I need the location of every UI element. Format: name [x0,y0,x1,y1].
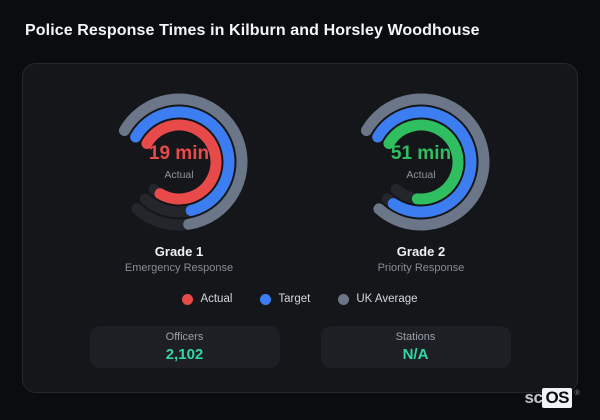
legend-item-uk-average[interactable]: UK Average [338,293,418,305]
chart-legend: Actual Target UK Average [23,293,577,305]
actual-ring-fill [136,119,222,205]
stat-box-stations: Stations N/A [320,326,511,368]
uk-average-ring-fill [110,93,248,231]
uk-average-dot-icon [338,293,350,305]
uk-average-ring-fill [352,93,490,231]
grade-title: Grade 1 [154,244,204,259]
gauge-rings-grade-1: 19 min Actual [104,87,254,237]
stat-box-officers: Officers 2,102 [89,326,280,368]
dashboard-card: 19 min Actual Grade 1 Emergency Response [22,63,578,393]
stat-value: 2,102 [165,345,204,363]
target-dot-icon [260,293,272,305]
gauges-row: 19 min Actual Grade 1 Emergency Response [23,87,577,274]
stat-label: Officers [165,331,204,344]
legend-item-target[interactable]: Target [260,293,310,305]
grade-description: Emergency Response [124,262,234,274]
gauge-svg [110,93,248,231]
legend-label: Actual [200,293,233,305]
gauge-rings-grade-2: 51 min Actual [346,87,496,237]
gauge-value-sublabel: Actual [164,168,194,181]
gauge-value-sublabel: Actual [406,168,436,181]
registered-mark-icon: ® [574,390,579,397]
gauge-grade-2: 51 min Actual Grade 2 Priority Response [346,87,496,274]
gauge-value: 19 min [148,142,210,164]
target-ring-fill [123,106,235,218]
gauge-svg [352,93,490,231]
gauge-grade-1: 19 min Actual Grade 1 Emergency Response [104,87,254,274]
stat-value: N/A [402,345,429,363]
actual-ring-fill [378,119,464,205]
grade-title: Grade 2 [396,244,446,259]
legend-label: UK Average [356,293,418,305]
gauge-center-text: 19 min Actual [104,87,254,237]
actual-dot-icon [182,293,194,305]
scos-logo: sc OS ® [524,388,579,408]
logo-box: OS ® [542,388,579,408]
legend-label: Target [278,293,311,305]
target-ring-fill [365,106,477,218]
legend-item-actual[interactable]: Actual [182,293,232,305]
gauge-center-text: 51 min Actual [346,87,496,237]
grade-description: Priority Response [377,262,465,274]
logo-prefix: sc [524,388,543,407]
page-title: Police Response Times in Kilburn and Hor… [25,22,480,39]
stat-label: Stations [395,331,436,344]
logo-suffix: OS [545,388,569,407]
stats-row: Officers 2,102 Stations N/A [23,326,577,368]
gauge-value: 51 min [390,142,452,164]
